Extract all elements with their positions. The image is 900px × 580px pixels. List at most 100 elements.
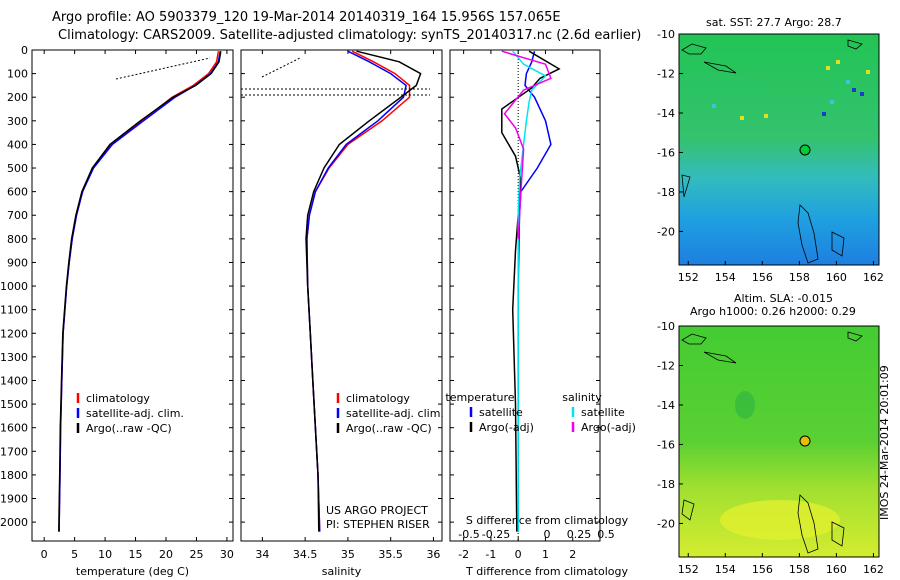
temperature-xtick-label: 25 bbox=[189, 548, 203, 561]
depth-tick-label: 1400 bbox=[0, 374, 28, 387]
diff-xtick-label: 1 bbox=[542, 548, 549, 561]
sst-map-field bbox=[679, 34, 879, 265]
depth-tick-label: 400 bbox=[7, 138, 28, 151]
salinity-xlabel: salinity bbox=[322, 565, 362, 578]
salinity-legend-label: Argo(..raw -QC) bbox=[346, 422, 432, 435]
temperature-xtick-label: 10 bbox=[98, 548, 112, 561]
salinity-xtick-label: 35.5 bbox=[378, 548, 403, 561]
salinity-series-2 bbox=[305, 50, 422, 532]
salinity-xtick-label: 34.5 bbox=[293, 548, 318, 561]
temperature-series-0 bbox=[58, 51, 220, 532]
sst-map-lat-label: -10 bbox=[657, 28, 675, 41]
sla-map-lat-label: -16 bbox=[657, 438, 675, 451]
sla-map-lon-label: 160 bbox=[826, 563, 847, 576]
sst-map-lon-label: 162 bbox=[863, 271, 884, 284]
depth-tick-label: 800 bbox=[7, 233, 28, 246]
sst-map-lat-label: -14 bbox=[657, 107, 675, 120]
diff-series-3 bbox=[501, 50, 552, 239]
figure-title-line2: Climatology: CARS2009. Satellite-adjuste… bbox=[58, 28, 642, 43]
sst-map bbox=[678, 33, 880, 266]
depth-tick-label: 0 bbox=[21, 44, 28, 57]
sst-map-lon-label: 152 bbox=[678, 271, 699, 284]
diff-series-0 bbox=[517, 51, 552, 532]
diff-legend-label: satellite bbox=[581, 406, 625, 419]
sla-map-lon-label: 154 bbox=[715, 563, 736, 576]
sst-map-lat-label: -16 bbox=[657, 146, 675, 159]
depth-tick-label: 1800 bbox=[0, 469, 28, 482]
figure-title-line1: Argo profile: AO 5903379_120 19-Mar-2014… bbox=[52, 10, 561, 25]
diff-series-1 bbox=[501, 50, 561, 532]
sst-map-lon-label: 158 bbox=[789, 271, 810, 284]
temperature-xtick-label: 30 bbox=[220, 548, 234, 561]
sla-map-lon-label: 162 bbox=[863, 563, 884, 576]
sla-map-lat-label: -14 bbox=[657, 399, 675, 412]
diff-xtick-label: -1 bbox=[485, 548, 496, 561]
temperature-xtick-label: 15 bbox=[129, 548, 143, 561]
temperature-mld-dotted bbox=[115, 57, 211, 80]
diff-xtick2-label: 0.5 bbox=[597, 528, 615, 541]
sst-map-lon-label: 156 bbox=[752, 271, 773, 284]
salinity-series-1 bbox=[306, 50, 407, 532]
sst-map-title: sat. SST: 27.7 Argo: 28.7 bbox=[706, 16, 842, 29]
salinity-legend-label: climatology bbox=[346, 392, 410, 405]
salinity-panel-frame bbox=[240, 49, 443, 542]
depth-tick-label: 100 bbox=[7, 68, 28, 81]
sla-map-lat-label: -12 bbox=[657, 359, 675, 372]
sla-map-subtitle: Argo h1000: 0.26 h2000: 0.29 bbox=[690, 305, 856, 318]
sst-map-lat-label: -18 bbox=[657, 186, 675, 199]
diff-xlabel: T difference from climatology bbox=[465, 565, 628, 578]
temperature-series-1 bbox=[58, 51, 221, 532]
salinity-legend-label: satellite-adj. clim. bbox=[346, 407, 444, 420]
depth-tick-label: 200 bbox=[7, 91, 28, 104]
sst-argo-marker bbox=[799, 144, 811, 156]
diff-legend-label: Argo(-adj) bbox=[479, 421, 534, 434]
depth-tick-label: 1100 bbox=[0, 304, 28, 317]
sla-map-lon-label: 158 bbox=[789, 563, 810, 576]
diff-xtick2-label: -0.25 bbox=[482, 528, 510, 541]
depth-tick-label: 500 bbox=[7, 162, 28, 175]
diff-xtick2-label: -0.5 bbox=[458, 528, 479, 541]
temperature-panel-frame bbox=[31, 49, 234, 542]
temperature-legend-label: Argo(..raw -QC) bbox=[86, 422, 172, 435]
diff-legend-group-title: temperature bbox=[445, 391, 514, 404]
depth-tick-label: 1700 bbox=[0, 445, 28, 458]
sla-map-lat-label: -18 bbox=[657, 478, 675, 491]
diff-xtick-label: 2 bbox=[569, 548, 576, 561]
temperature-legend-label: climatology bbox=[86, 392, 150, 405]
depth-tick-label: 1600 bbox=[0, 422, 28, 435]
difference-panel-frame bbox=[449, 49, 601, 542]
depth-tick-label: 900 bbox=[7, 256, 28, 269]
sla-argo-marker bbox=[799, 435, 811, 447]
salinity-annotation: PI: STEPHEN RISER bbox=[326, 518, 430, 531]
sla-map-lat-label: -10 bbox=[657, 320, 675, 333]
sla-map-lon-label: 156 bbox=[752, 563, 773, 576]
diff-legend-label: satellite bbox=[479, 406, 523, 419]
depth-tick-label: 600 bbox=[7, 186, 28, 199]
depth-tick-label: 1300 bbox=[0, 351, 28, 364]
sst-map-lat-label: -12 bbox=[657, 67, 675, 80]
diff-legend-group-title: salinity bbox=[562, 391, 602, 404]
diff-xlabel2: S difference from climatology bbox=[466, 514, 629, 527]
depth-tick-label: 2000 bbox=[0, 516, 28, 529]
sla-map-title: Altim. SLA: -0.015 bbox=[734, 292, 834, 305]
salinity-annotation: US ARGO PROJECT bbox=[326, 504, 428, 517]
sla-map bbox=[678, 325, 880, 558]
sla-map-lon-label: 152 bbox=[678, 563, 699, 576]
temperature-xtick-label: 0 bbox=[41, 548, 48, 561]
depth-tick-label: 300 bbox=[7, 115, 28, 128]
salinity-xtick-label: 36 bbox=[426, 548, 440, 561]
diff-legend-label: Argo(-adj) bbox=[581, 421, 636, 434]
temperature-xlabel: temperature (deg C) bbox=[76, 565, 189, 578]
salinity-xtick-label: 35 bbox=[341, 548, 355, 561]
depth-tick-label: 1200 bbox=[0, 327, 28, 340]
diff-xtick2-label: 0.25 bbox=[567, 528, 592, 541]
sst-map-coastline bbox=[681, 39, 863, 264]
sla-map-lat-label: -20 bbox=[657, 517, 675, 530]
sst-map-lon-label: 160 bbox=[826, 271, 847, 284]
depth-tick-label: 1900 bbox=[0, 493, 28, 506]
temperature-series-2 bbox=[58, 51, 222, 532]
salinity-series-0 bbox=[306, 50, 411, 532]
depth-tick-label: 1500 bbox=[0, 398, 28, 411]
depth-tick-label: 1000 bbox=[0, 280, 28, 293]
